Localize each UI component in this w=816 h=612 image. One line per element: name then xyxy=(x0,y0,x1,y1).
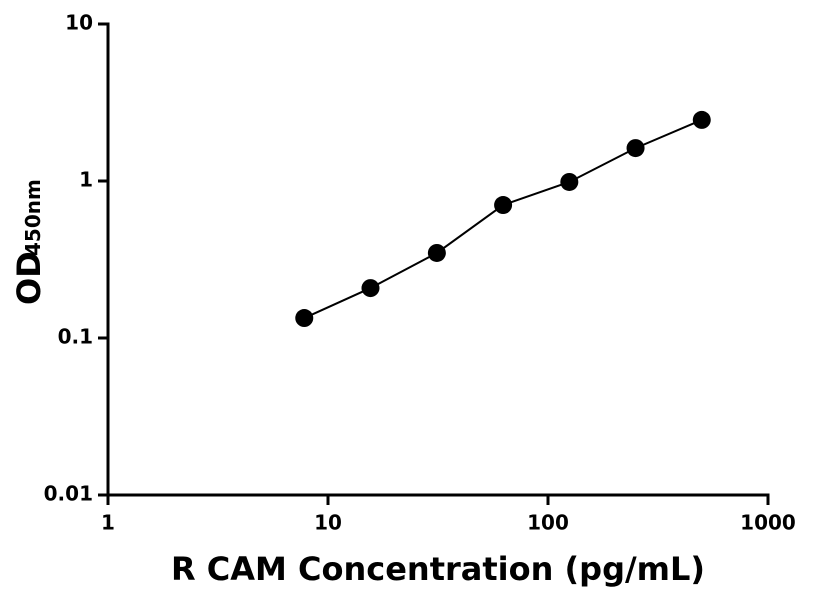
data-point xyxy=(560,172,579,191)
y-tick-label: 0.1 xyxy=(58,325,93,349)
data-point xyxy=(295,309,314,328)
data-point xyxy=(626,139,645,158)
data-point xyxy=(361,279,380,298)
data-point xyxy=(427,243,446,262)
x-tick-label: 100 xyxy=(527,511,569,535)
y-axis-label: OD xyxy=(10,251,48,305)
data-point xyxy=(692,110,711,129)
x-tick-label: 1000 xyxy=(740,511,796,535)
y-tick-label: 10 xyxy=(65,11,93,35)
y-axis-label-subscript: 450nm xyxy=(21,179,45,256)
x-tick-label: 1 xyxy=(101,511,115,535)
data-point xyxy=(494,196,513,215)
x-tick-label: 10 xyxy=(314,511,342,535)
y-axis-label-group: OD 450nm xyxy=(10,179,48,305)
y-tick-label: 1 xyxy=(79,168,93,192)
y-tick-label: 0.01 xyxy=(44,482,93,506)
x-axis-label: R CAM Concentration (pg/mL) xyxy=(171,550,705,588)
